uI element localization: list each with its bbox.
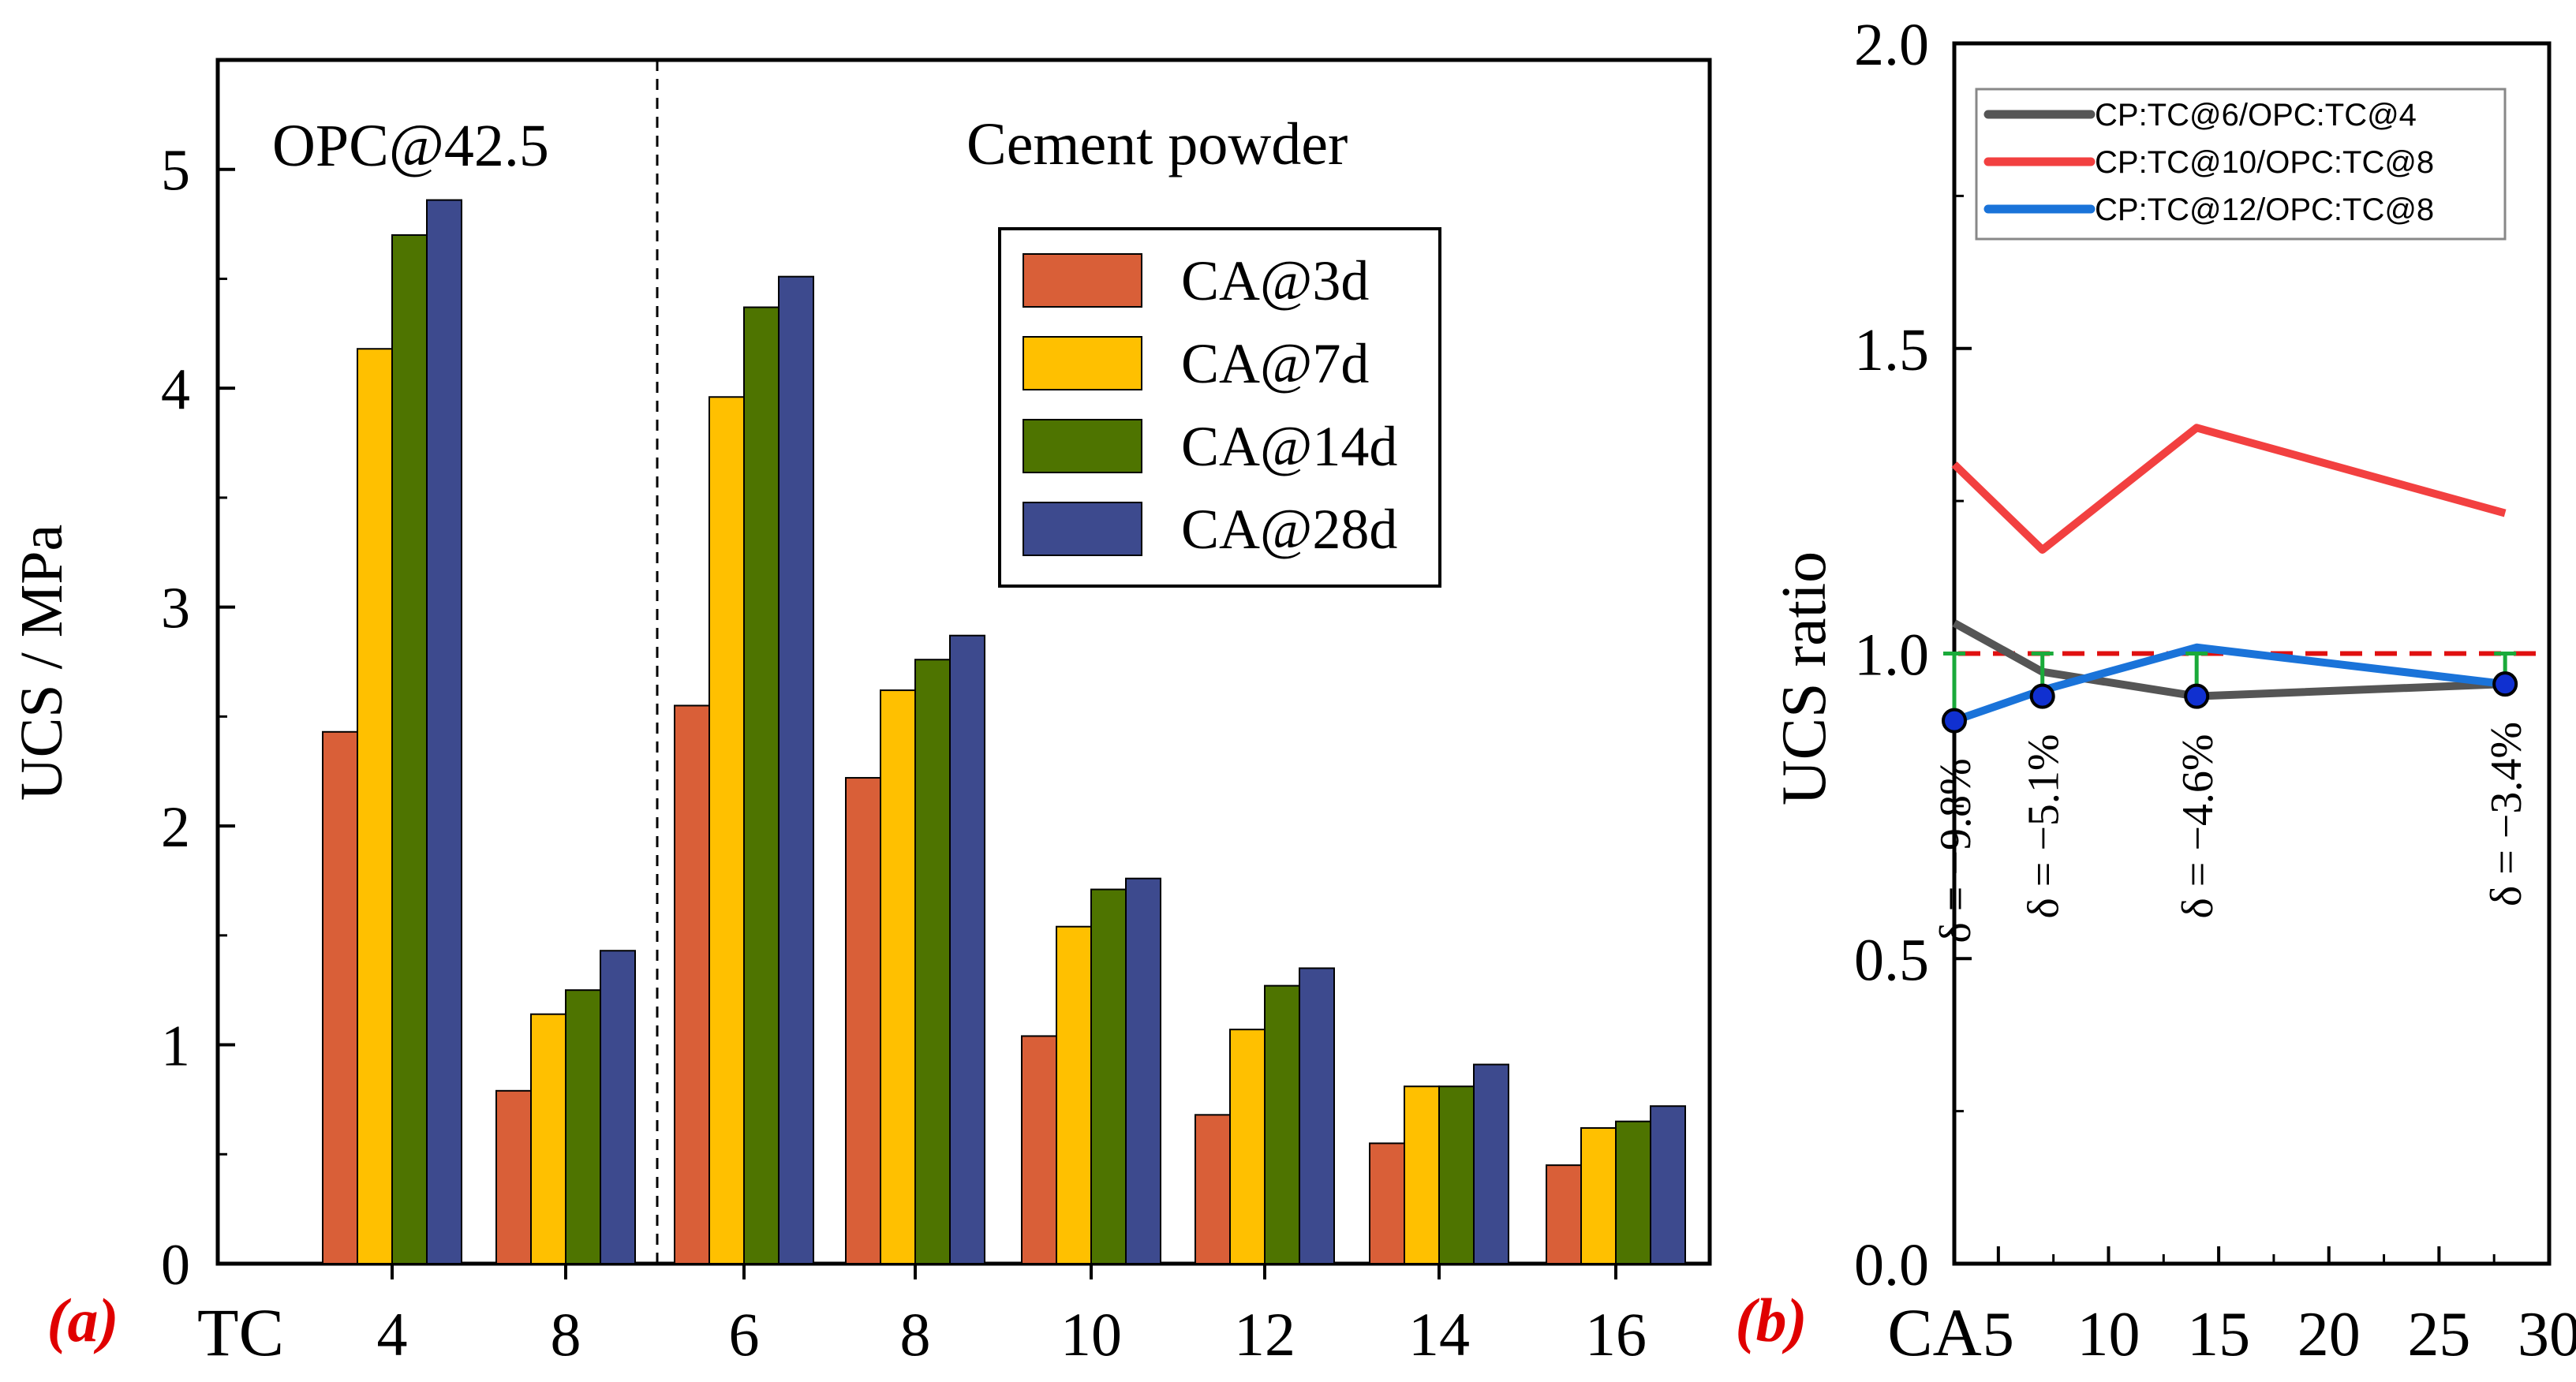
bar-ca-28d-cat-0	[426, 199, 462, 1264]
panel-b-y-label: UCS ratio	[1770, 551, 1839, 805]
bar-ca-14d-cat-2	[743, 306, 780, 1264]
legend-swatch	[1023, 253, 1142, 308]
y-tick-label: 1	[161, 1014, 190, 1079]
line-cp-tc-12-opc-tc-8	[1953, 643, 2506, 725]
bar-ca-7d-cat-7	[1580, 1126, 1617, 1264]
bar-ca-7d-cat-2	[708, 396, 745, 1264]
bar-ca-7d-cat-3	[880, 689, 916, 1264]
delta-annotation: δ = −4.6%	[2174, 734, 2223, 918]
panel-b-series-lines	[1951, 424, 2507, 725]
bar-ca-3d-cat-0	[322, 730, 358, 1264]
legend-swatch	[1023, 336, 1142, 390]
panel-a-group-label-opc: OPC@42.5	[272, 113, 549, 179]
bar-ca-14d-cat-7	[1615, 1120, 1651, 1264]
x-tick-label: 25	[2407, 1300, 2470, 1369]
delta-point	[2029, 683, 2055, 709]
panel-b-panel-label: (b)	[1736, 1286, 1808, 1354]
panel-a-bars	[322, 199, 1686, 1265]
bar-ca-28d-cat-1	[600, 950, 636, 1264]
bar-ca-7d-cat-5	[1229, 1029, 1266, 1265]
bar-ca-7d-cat-0	[357, 348, 393, 1264]
bar-ca-28d-cat-7	[1650, 1105, 1686, 1265]
panel-b: 0.00.51.01.52.05 10 15 20 25 30 δ = −9.8% δ = …	[1736, 12, 2576, 1370]
bar-ca-7d-cat-6	[1404, 1085, 1440, 1265]
legend-label: CA@3d	[1181, 249, 1369, 312]
x-tick-label: 30	[2518, 1300, 2576, 1369]
delta-point	[1942, 708, 1967, 734]
bar-ca-14d-cat-6	[1438, 1085, 1475, 1265]
line-cp-tc-6-opc-tc-4	[1952, 619, 2506, 700]
panel-a-group-label-cement: Cement powder	[966, 111, 1348, 177]
panel-a-y-label: UCS / MPa	[9, 525, 75, 801]
legend-label: CA@28d	[1181, 498, 1397, 561]
bar-ca-3d-cat-3	[845, 777, 881, 1264]
panel-a-x-label: TC	[197, 1294, 284, 1370]
bar-ca-14d-cat-1	[565, 989, 601, 1264]
x-tick-label: 12	[1234, 1300, 1295, 1369]
y-tick-label: 2	[161, 795, 190, 860]
delta-point	[2184, 683, 2210, 709]
bar-ca-28d-cat-3	[949, 634, 985, 1264]
y-tick-label: 1.5	[1854, 317, 1929, 383]
line-cp-tc-10-opc-tc-8	[1951, 424, 2507, 555]
legend-label: CA@7d	[1181, 332, 1369, 395]
legend-label: CP:TC@10/OPC:TC@8	[2095, 145, 2434, 180]
x-tick-label: 10	[1060, 1300, 1122, 1369]
bar-ca-14d-cat-5	[1264, 984, 1300, 1264]
panel-b-x-label: CA	[1887, 1294, 1981, 1370]
legend-label: CA@14d	[1181, 415, 1397, 478]
panel-a-legend: CA@3d CA@7d CA@14d CA@28d	[998, 227, 1441, 588]
y-tick-label: 2.0	[1854, 12, 1929, 78]
panel-a-x-ticks: 4 8 6 8 10 12 14 16	[377, 1264, 1647, 1369]
bar-ca-28d-cat-2	[778, 275, 814, 1264]
delta-annotation: δ = −5.1%	[2020, 734, 2069, 918]
bar-ca-28d-cat-4	[1125, 877, 1161, 1265]
bar-ca-14d-cat-4	[1090, 888, 1127, 1264]
y-tick-label: 0.0	[1854, 1232, 1929, 1298]
legend-swatch	[1023, 419, 1142, 473]
bar-ca-14d-cat-3	[914, 659, 951, 1264]
x-tick-label: 8	[551, 1300, 581, 1369]
bar-ca-3d-cat-6	[1369, 1142, 1405, 1265]
bar-ca-3d-cat-7	[1546, 1164, 1582, 1265]
delta-point	[2492, 671, 2518, 697]
y-tick-label: 0	[161, 1233, 190, 1298]
x-tick-label: 8	[900, 1300, 931, 1369]
bar-ca-28d-cat-5	[1299, 967, 1335, 1265]
bar-ca-7d-cat-1	[530, 1013, 566, 1264]
x-tick-label: 14	[1408, 1300, 1470, 1369]
bar-ca-28d-cat-6	[1473, 1063, 1509, 1264]
bar-ca-14d-cat-0	[391, 233, 428, 1264]
x-tick-label: 4	[377, 1300, 408, 1369]
panel-a-y-ticks: 0 1 2 3 4 5	[161, 139, 235, 1298]
y-tick-label: 4	[161, 357, 190, 422]
x-tick-label: 15	[2187, 1300, 2250, 1369]
legend-label: CP:TC@6/OPC:TC@4	[2095, 98, 2417, 133]
panel-b-ticks: 0.0 0.5 1.0 1.5 2.0 5 10 15 20 25 30	[1854, 12, 2576, 1369]
bar-ca-7d-cat-4	[1056, 925, 1092, 1264]
bar-ca-3d-cat-2	[674, 704, 710, 1264]
legend-label: CP:TC@12/OPC:TC@8	[2095, 192, 2434, 227]
panel-a-panel-label: (a)	[47, 1286, 119, 1354]
y-tick-label: 1.0	[1854, 622, 1929, 689]
x-tick-label: 6	[729, 1300, 760, 1369]
x-tick-label: 20	[2297, 1300, 2361, 1369]
y-tick-label: 0.5	[1854, 927, 1929, 993]
x-tick-label: 10	[2077, 1300, 2140, 1369]
delta-annotation: δ = −9.8%	[1931, 758, 1980, 943]
y-tick-label: 3	[161, 577, 190, 641]
x-tick-label: 5	[1983, 1300, 2014, 1369]
bar-ca-3d-cat-5	[1195, 1114, 1231, 1265]
panel-b-points: δ = −9.8% δ = −5.1% δ = −4.6% δ = −3.4%	[1931, 652, 2531, 943]
legend-swatch	[1023, 502, 1142, 556]
panel-b-legend: CP:TC@6/OPC:TC@4 CP:TC@10/OPC:TC@8 CP:TC@1…	[1975, 88, 2507, 241]
bar-ca-3d-cat-1	[495, 1089, 532, 1264]
bar-ca-3d-cat-4	[1021, 1035, 1057, 1264]
y-tick-label: 5	[161, 139, 190, 204]
delta-annotation: δ = −3.4%	[2482, 722, 2531, 906]
x-tick-label: 16	[1585, 1300, 1647, 1369]
